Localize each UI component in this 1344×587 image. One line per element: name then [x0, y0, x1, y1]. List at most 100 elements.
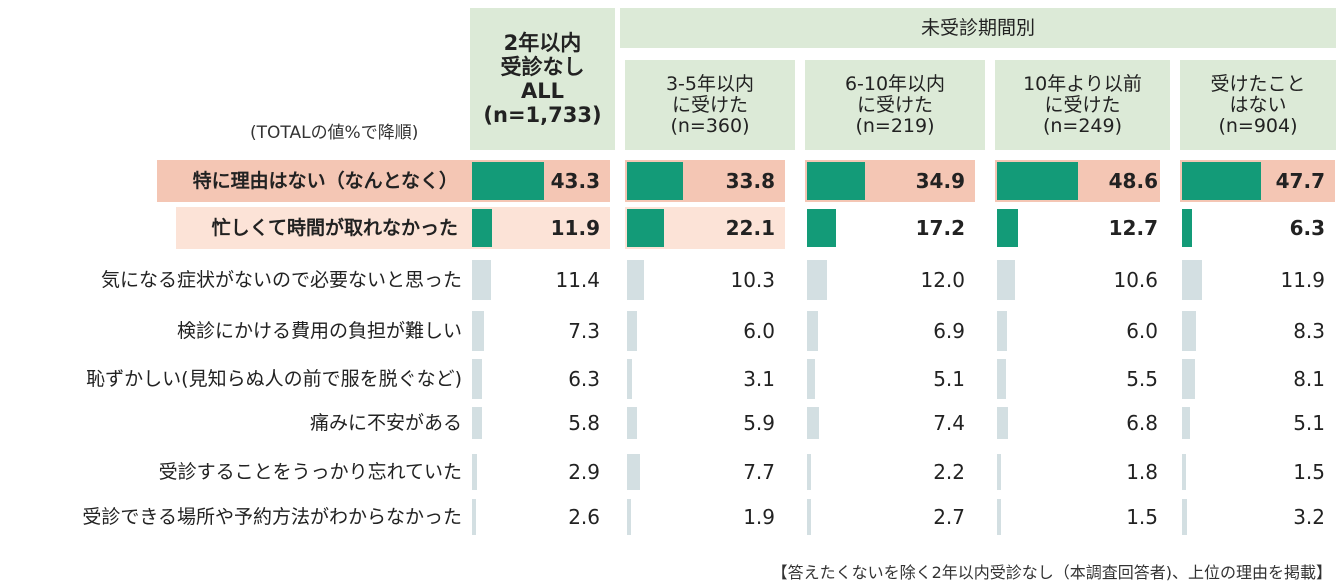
bar [1182, 260, 1202, 300]
value-label: 7.7 [743, 460, 775, 484]
row-label: 受診することをうっかり忘れていた [158, 461, 462, 483]
bar [472, 260, 491, 300]
value-label: 5.5 [1126, 367, 1158, 391]
bar [1182, 162, 1262, 200]
value-label: 6.8 [1126, 411, 1158, 435]
bar [472, 311, 485, 351]
row-label: 気になる症状がないので必要ないと思った [100, 269, 462, 291]
bar [627, 311, 637, 351]
bar [627, 454, 640, 490]
row-label: 忙しくて時間が取れなかった [175, 207, 470, 249]
value-label: 3.1 [743, 367, 775, 391]
bar [807, 454, 811, 490]
column-header-label: 2年以内 受診なし ALL (n=1,733) [483, 31, 602, 127]
value-label: 17.2 [915, 216, 965, 240]
bar [472, 454, 477, 490]
bar [472, 162, 544, 200]
bar [997, 407, 1009, 439]
value-label: 10.6 [1113, 268, 1158, 292]
value-label: 6.3 [568, 367, 600, 391]
value-label: 11.9 [550, 216, 600, 240]
group-header: 未受診期間別 [620, 8, 1336, 48]
column-header-2: 6-10年以内 に受けた (n=219) [805, 60, 985, 150]
bar [627, 209, 664, 247]
bar [627, 359, 633, 399]
bar [472, 209, 492, 247]
value-label: 6.3 [1289, 216, 1325, 240]
bar [1182, 311, 1196, 351]
bar [807, 209, 836, 247]
bar [807, 407, 820, 439]
value-label: 7.4 [933, 411, 965, 435]
value-label: 2.6 [568, 505, 600, 529]
bar [627, 260, 645, 300]
bar [1182, 454, 1186, 490]
value-label: 12.0 [920, 268, 965, 292]
bar [807, 260, 827, 300]
value-label: 8.3 [1293, 319, 1325, 343]
value-label: 6.0 [743, 319, 775, 343]
column-header-4: 受けたこと はない (n=904) [1180, 60, 1336, 150]
value-label: 2.9 [568, 460, 600, 484]
bar [627, 162, 684, 200]
column-header-all: 2年以内 受診なし ALL (n=1,733) [470, 8, 615, 150]
value-label: 10.3 [730, 268, 775, 292]
group-header-label: 未受診期間別 [920, 16, 1035, 39]
bar [807, 162, 866, 200]
row-label: 受診できる場所や予約方法がわからなかった [82, 506, 462, 528]
row-label: 特に理由はない（なんとなく） [156, 160, 470, 202]
value-label: 1.5 [1293, 460, 1325, 484]
column-header-label: 10年より以前 に受けた (n=249) [1023, 72, 1142, 137]
bar [627, 407, 637, 439]
value-label: 11.4 [555, 268, 600, 292]
bar [997, 311, 1007, 351]
bar [997, 454, 1001, 490]
value-label: 5.1 [933, 367, 965, 391]
column-header-label: 6-10年以内 に受けた (n=219) [844, 72, 946, 137]
value-label: 7.3 [568, 319, 600, 343]
bar [1182, 209, 1193, 247]
sort-note: (TOTALの値%で降順) [250, 123, 419, 143]
value-label: 11.9 [1280, 268, 1325, 292]
bar [997, 359, 1007, 399]
value-label: 33.8 [725, 169, 775, 193]
bar [1182, 407, 1191, 439]
bar [997, 209, 1019, 247]
bar [627, 499, 631, 535]
bar [807, 311, 819, 351]
value-label: 22.1 [725, 216, 775, 240]
footnote: 【答えたくないを除く2年以内受診なし（本調査回答者)、上位の理由を掲載】 [771, 563, 1332, 582]
row-label: 痛みに不安がある [309, 412, 462, 434]
column-header-3: 10年より以前 に受けた (n=249) [995, 60, 1170, 150]
bar [807, 359, 816, 399]
value-label: 5.1 [1293, 411, 1325, 435]
bar [1182, 499, 1188, 535]
value-label: 1.5 [1126, 505, 1158, 529]
bar [997, 499, 1001, 535]
bar [472, 407, 482, 439]
value-label: 34.9 [915, 169, 965, 193]
bar [997, 162, 1078, 200]
value-label: 8.1 [1293, 367, 1325, 391]
value-label: 3.2 [1293, 505, 1325, 529]
column-header-label: 受けたこと はない (n=904) [1210, 72, 1306, 137]
row-band [470, 207, 610, 249]
bar [997, 260, 1015, 300]
bar [472, 359, 483, 399]
value-label: 6.0 [1126, 319, 1158, 343]
value-label: 1.8 [1126, 460, 1158, 484]
value-label: 6.9 [933, 319, 965, 343]
row-label: 恥ずかしい(見知らぬ人の前で服を脱ぐなど) [86, 368, 462, 390]
bar [807, 499, 812, 535]
value-label: 1.9 [743, 505, 775, 529]
value-label: 2.2 [933, 460, 965, 484]
bar [472, 499, 477, 535]
value-label: 48.6 [1108, 169, 1158, 193]
column-header-1: 3-5年以内 に受けた (n=360) [625, 60, 795, 150]
value-label: 43.3 [550, 169, 600, 193]
value-label: 47.7 [1275, 169, 1325, 193]
value-label: 5.8 [568, 411, 600, 435]
value-label: 5.9 [743, 411, 775, 435]
column-header-label: 3-5年以内 に受けた (n=360) [665, 72, 755, 137]
value-label: 12.7 [1108, 216, 1158, 240]
